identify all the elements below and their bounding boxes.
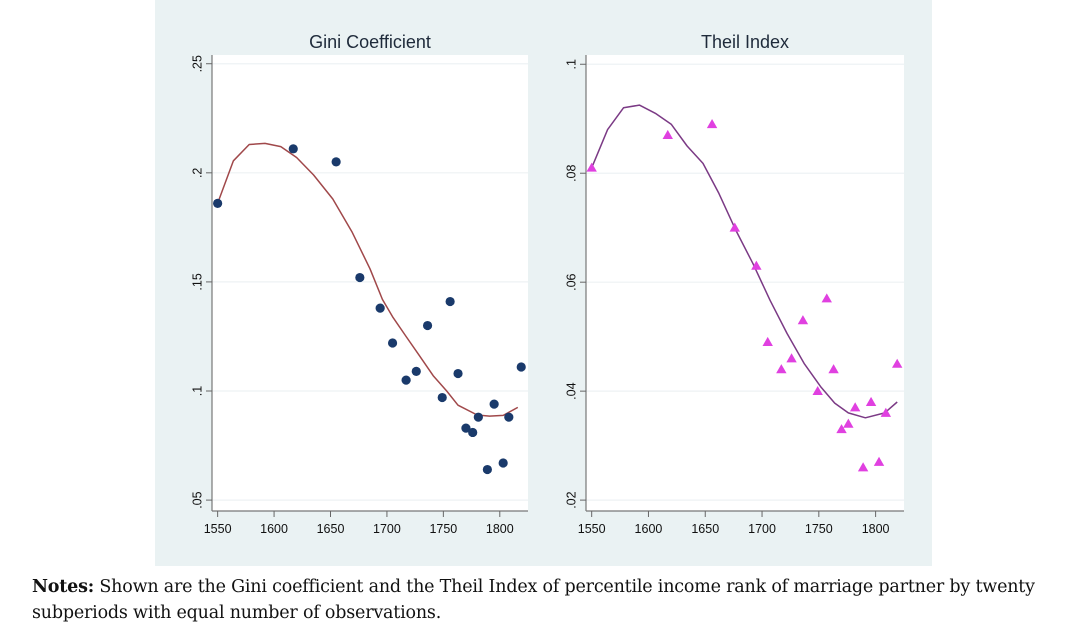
charts-figure: 1550 1600 1650 1700 1750 1800 .05 .1 .15 .2 .25 G… bbox=[190, 32, 904, 536]
theil-x-ticks: 1550 1600 1650 1700 1750 1800 bbox=[578, 511, 890, 536]
gini-data-point bbox=[422, 320, 433, 331]
gini-y-tick-label: .25 bbox=[190, 55, 204, 72]
gini-data-point bbox=[331, 157, 341, 167]
theil-data-point bbox=[776, 364, 787, 374]
gini-chart: 1550 1600 1650 1700 1750 1800 .05 .1 .15 .2 .25 G… bbox=[190, 32, 528, 536]
gini-data-point bbox=[411, 366, 421, 376]
theil-data-point bbox=[762, 336, 773, 347]
theil-data-point bbox=[891, 358, 903, 368]
gini-y-tick-label: .2 bbox=[190, 168, 204, 178]
theil-x-tick-label: 1650 bbox=[691, 522, 719, 536]
theil-data-point bbox=[797, 315, 809, 325]
theil-data-point bbox=[821, 293, 832, 303]
theil-x-tick-label: 1800 bbox=[862, 522, 890, 536]
theil-data-point bbox=[865, 396, 877, 406]
theil-y-tick-label: .06 bbox=[564, 273, 578, 290]
notes-label: Notes: bbox=[32, 577, 94, 597]
gini-data-point bbox=[504, 412, 514, 422]
gini-plot-area bbox=[212, 55, 528, 511]
theil-y-tick-label: .1 bbox=[564, 59, 578, 69]
gini-x-tick-label: 1600 bbox=[260, 522, 288, 536]
theil-gridlines bbox=[586, 63, 904, 501]
theil-data-point bbox=[706, 118, 718, 129]
gini-data-point bbox=[387, 338, 398, 348]
gini-data-point bbox=[445, 296, 455, 307]
gini-x-tick-label: 1550 bbox=[204, 522, 232, 536]
theil-chart: 1550 1600 1650 1700 1750 1800 .02.04.06.08.1 … bbox=[564, 32, 904, 536]
theil-data-point bbox=[836, 424, 847, 434]
gini-data-point bbox=[489, 399, 499, 409]
theil-y-tick-label: .08 bbox=[564, 164, 578, 181]
theil-data-point bbox=[843, 418, 854, 428]
gini-data-point bbox=[461, 423, 471, 433]
gini-fitted-curve bbox=[216, 142, 519, 417]
gini-x-ticks: 1550 1600 1650 1700 1750 1800 bbox=[204, 511, 514, 536]
theil-data-point bbox=[812, 385, 823, 396]
gini-x-tick-label: 1700 bbox=[373, 522, 401, 536]
theil-axes bbox=[585, 55, 904, 512]
gini-data-point bbox=[355, 272, 365, 283]
gini-axes bbox=[211, 55, 528, 512]
notes-text: Shown are the Gini coefficient and the T… bbox=[32, 577, 1035, 623]
figure-notes: Notes: Shown are the Gini coefficient an… bbox=[32, 574, 1062, 626]
gini-data-point bbox=[288, 144, 298, 154]
gini-y-tick-label: .05 bbox=[190, 491, 204, 508]
gini-data-point bbox=[437, 392, 447, 403]
theil-x-tick-label: 1750 bbox=[805, 522, 833, 536]
theil-x-tick-label: 1550 bbox=[578, 522, 606, 536]
theil-x-tick-label: 1600 bbox=[635, 522, 663, 536]
gini-data-point bbox=[473, 412, 483, 422]
gini-x-tick-label: 1800 bbox=[486, 522, 514, 536]
gini-x-tick-label: 1750 bbox=[429, 522, 457, 536]
theil-data-point bbox=[880, 407, 892, 417]
theil-y-tick-label: .02 bbox=[564, 491, 578, 508]
gini-y-tick-label: .15 bbox=[190, 273, 204, 290]
gini-gridlines bbox=[212, 63, 528, 501]
gini-data-point bbox=[375, 303, 385, 313]
theil-data-point bbox=[873, 456, 885, 466]
theil-chart-title: Theil Index bbox=[701, 32, 789, 52]
gini-data-point bbox=[453, 368, 463, 379]
gini-chart-title: Gini Coefficient bbox=[309, 32, 431, 52]
theil-data-point bbox=[751, 260, 762, 270]
theil-series bbox=[586, 104, 903, 472]
theil-data-point bbox=[586, 162, 597, 172]
gini-data-point bbox=[482, 464, 492, 475]
gini-data-point bbox=[498, 458, 508, 468]
theil-data-point bbox=[786, 353, 797, 363]
gini-data-point bbox=[516, 362, 526, 372]
theil-data-point bbox=[828, 364, 839, 374]
gini-data-point bbox=[213, 198, 223, 208]
gini-y-tick-label: .1 bbox=[190, 386, 204, 396]
gini-x-tick-label: 1650 bbox=[317, 522, 345, 536]
gini-data-point bbox=[468, 427, 478, 438]
theil-data-point bbox=[857, 462, 869, 472]
gini-data-point bbox=[401, 375, 411, 385]
theil-fitted-curve bbox=[591, 104, 898, 419]
theil-data-point bbox=[662, 129, 673, 139]
theil-y-ticks: .02 .04 .06 .08 .1 bbox=[564, 59, 586, 509]
theil-y-tick-label: .04 bbox=[564, 382, 578, 399]
theil-plot-area bbox=[586, 55, 904, 511]
theil-data-point bbox=[849, 402, 861, 412]
theil-data-point bbox=[729, 222, 740, 232]
theil-x-tick-label: 1700 bbox=[748, 522, 776, 536]
gini-series bbox=[213, 142, 526, 475]
gini-y-ticks: .05 .1 .15 .2 .25 bbox=[190, 55, 212, 509]
